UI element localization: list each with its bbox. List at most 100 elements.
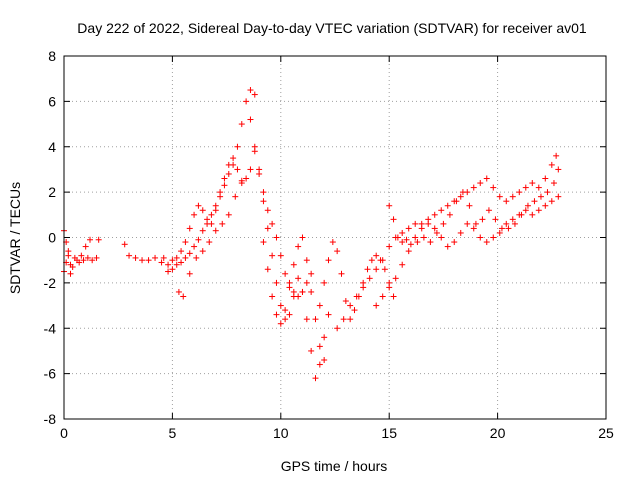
data-point xyxy=(199,207,206,214)
data-series xyxy=(260,234,328,364)
data-point xyxy=(180,293,187,300)
data-point xyxy=(232,193,239,200)
data-point xyxy=(295,243,302,250)
data-point xyxy=(160,254,167,261)
data-point xyxy=(316,302,323,309)
data-point xyxy=(516,189,523,196)
data-point xyxy=(139,257,146,264)
data-point xyxy=(542,175,549,182)
data-point xyxy=(217,193,224,200)
data-point xyxy=(169,257,176,264)
data-point xyxy=(342,298,349,305)
data-point xyxy=(282,316,289,323)
data-series xyxy=(386,166,562,248)
data-point xyxy=(247,166,254,173)
data-point xyxy=(453,198,460,205)
data-point xyxy=(260,239,267,246)
data-point xyxy=(399,239,406,246)
data-point xyxy=(316,361,323,368)
data-point xyxy=(503,198,510,205)
data-point xyxy=(308,270,315,277)
data-point xyxy=(165,261,172,268)
data-point xyxy=(251,91,258,98)
data-point xyxy=(126,252,133,259)
data-point xyxy=(472,220,479,227)
data-point xyxy=(529,211,536,218)
data-point xyxy=(379,257,386,264)
data-point xyxy=(247,116,254,123)
data-point xyxy=(282,307,289,314)
data-series xyxy=(121,87,258,268)
data-point xyxy=(483,239,490,246)
data-point xyxy=(390,293,397,300)
data-point xyxy=(199,248,206,255)
data-point xyxy=(368,257,375,264)
data-point xyxy=(509,216,516,223)
data-point xyxy=(269,293,276,300)
data-point xyxy=(392,275,399,282)
data-point xyxy=(351,307,358,314)
plot-frame xyxy=(63,55,607,420)
data-point xyxy=(522,207,529,214)
data-point xyxy=(308,288,315,295)
data-point xyxy=(399,261,406,268)
chart-title: Day 222 of 2022, Sidereal Day-to-day VTE… xyxy=(77,20,587,36)
data-point xyxy=(273,234,280,241)
data-point xyxy=(405,248,412,255)
y-axis-label: SDTVAR / TECUs xyxy=(7,182,23,294)
y-tick-label: -4 xyxy=(44,320,57,336)
data-point xyxy=(353,293,360,300)
data-point xyxy=(277,302,284,309)
data-point xyxy=(446,211,453,218)
data-point xyxy=(553,152,560,159)
data-point xyxy=(65,248,72,255)
data-point xyxy=(550,180,557,187)
x-tick-label: 0 xyxy=(60,425,68,441)
data-point xyxy=(87,236,94,243)
data-point xyxy=(282,270,289,277)
data-point xyxy=(208,211,215,218)
data-point xyxy=(273,279,280,286)
x-tick-label: 5 xyxy=(169,425,177,441)
data-point xyxy=(338,270,345,277)
data-point xyxy=(303,316,310,323)
data-point xyxy=(191,243,198,250)
data-point xyxy=(405,225,412,232)
data-point xyxy=(243,98,250,105)
data-point xyxy=(490,234,497,241)
data-point xyxy=(145,257,152,264)
data-point xyxy=(444,202,451,209)
data-point xyxy=(82,243,89,250)
grid-lines xyxy=(64,56,606,419)
data-point xyxy=(243,175,250,182)
data-point xyxy=(544,189,551,196)
data-point xyxy=(498,225,505,232)
data-point xyxy=(121,241,128,248)
data-point xyxy=(312,375,319,382)
data-series xyxy=(373,193,562,309)
data-point xyxy=(277,320,284,327)
data-point xyxy=(251,148,258,155)
data-series xyxy=(160,161,254,275)
data-point xyxy=(225,211,232,218)
data-series xyxy=(334,152,560,332)
data-point xyxy=(195,202,202,209)
data-marks xyxy=(61,87,562,382)
data-point xyxy=(321,357,328,364)
data-point xyxy=(535,207,542,214)
data-point xyxy=(555,166,562,173)
data-point xyxy=(269,220,276,227)
data-point xyxy=(485,207,492,214)
data-point xyxy=(381,266,388,273)
data-point xyxy=(531,198,538,205)
data-point xyxy=(325,257,332,264)
data-point xyxy=(84,254,91,261)
data-point xyxy=(173,261,180,268)
data-point xyxy=(178,259,185,266)
data-point xyxy=(373,302,380,309)
data-point xyxy=(80,257,87,264)
data-point xyxy=(256,170,263,177)
data-point xyxy=(303,257,310,264)
y-tick-label: -6 xyxy=(44,366,57,382)
data-point xyxy=(182,254,189,261)
